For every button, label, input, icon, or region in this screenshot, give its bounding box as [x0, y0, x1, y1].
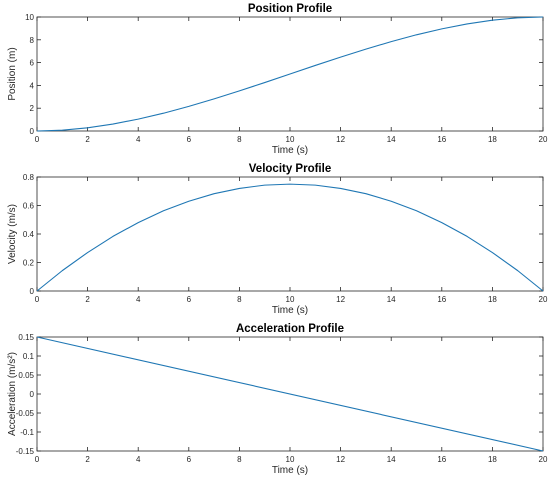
position-xtick-label: 16	[437, 135, 446, 144]
position-ytick-label: 4	[30, 81, 35, 90]
position-xtick-label: 0	[35, 135, 40, 144]
velocity-xlabel: Time (s)	[272, 305, 308, 316]
acceleration-ytick-label: 0.05	[18, 371, 34, 380]
acceleration-title: Acceleration Profile	[236, 323, 344, 335]
acceleration-ylabel: Acceleration (m/s²)	[7, 352, 18, 436]
position-ytick-label: 2	[30, 104, 35, 113]
velocity-series-line	[36, 183, 544, 292]
position-series-line	[36, 16, 544, 132]
acceleration-ytick-label: 0.1	[23, 352, 35, 361]
velocity-ylabel: Velocity (m/s)	[7, 204, 18, 264]
velocity-xtick-label: 0	[35, 295, 40, 304]
position-xtick-label: 6	[187, 135, 192, 144]
position-title: Position Profile	[248, 3, 332, 15]
velocity-xtick-label: 16	[437, 295, 446, 304]
acceleration-xtick-label: 20	[539, 455, 548, 464]
position-xtick-label: 12	[336, 135, 345, 144]
velocity-ytick-label: 0.4	[23, 230, 35, 239]
position-ylabel: Position (m)	[7, 47, 18, 100]
position-xtick-label: 4	[136, 135, 141, 144]
acceleration-ytick-label: -0.1	[20, 428, 34, 437]
position-xtick-label: 20	[539, 135, 548, 144]
acceleration-ytick-label: -0.15	[16, 447, 35, 456]
velocity-xtick-label: 4	[136, 295, 141, 304]
velocity-axes-box	[36, 176, 544, 292]
velocity-xtick-label: 20	[539, 295, 548, 304]
acceleration-xtick-label: 4	[136, 455, 141, 464]
acceleration-xtick-label: 8	[237, 455, 242, 464]
acceleration-xtick-label: 18	[488, 455, 497, 464]
velocity-xtick-label: 18	[488, 295, 497, 304]
velocity-title: Velocity Profile	[249, 163, 331, 175]
acceleration-ytick-label: -0.05	[16, 409, 35, 418]
velocity-ytick-label: 0.2	[23, 259, 35, 268]
acceleration-series-line	[36, 336, 544, 452]
position-xtick-label: 14	[387, 135, 396, 144]
position-ytick-label: 6	[30, 59, 35, 68]
acceleration-xtick-label: 12	[336, 455, 345, 464]
velocity-xtick-label: 8	[237, 295, 242, 304]
velocity-xtick-label: 2	[85, 295, 90, 304]
position-xlabel: Time (s)	[272, 145, 308, 156]
velocity-xtick-label: 6	[187, 295, 192, 304]
velocity-ytick-label: 0.8	[23, 173, 35, 182]
position-subplot: 0 2 4 6 8 10 12 14 16 18 20 0 2 4 6 8 10 Position Profile…	[7, 3, 548, 156]
velocity-xtick-label: 14	[387, 295, 396, 304]
position-ytick-label: 0	[30, 127, 35, 136]
acceleration-xtick-label: 10	[286, 455, 295, 464]
acceleration-xtick-label: 16	[437, 455, 446, 464]
acceleration-ytick-label: 0	[30, 390, 35, 399]
position-xtick-label: 2	[85, 135, 90, 144]
acceleration-ytick-label: 0.15	[18, 333, 34, 342]
acceleration-subplot: 0 2 4 6 8 10 12 14 16 18 20 -0.15 -0.1 -0.05 0 0.05 0.1 0…	[7, 323, 548, 476]
acceleration-xtick-label: 0	[35, 455, 40, 464]
position-xtick-label: 10	[286, 135, 295, 144]
velocity-xtick-label: 10	[286, 295, 295, 304]
position-xtick-label: 18	[488, 135, 497, 144]
position-ytick-label: 8	[30, 36, 35, 45]
acceleration-xtick-label: 2	[85, 455, 90, 464]
acceleration-xtick-label: 14	[387, 455, 396, 464]
position-xtick-label: 8	[237, 135, 242, 144]
velocity-subplot: 0 2 4 6 8 10 12 14 16 18 20 0 0.2 0.4 0.6 0.8 Velocity P…	[7, 163, 548, 316]
acceleration-xtick-label: 6	[187, 455, 192, 464]
position-ytick-label: 10	[25, 13, 34, 22]
velocity-ytick-label: 0.6	[23, 202, 35, 211]
acceleration-xlabel: Time (s)	[272, 465, 308, 476]
velocity-ytick-label: 0	[30, 287, 35, 296]
velocity-xtick-label: 12	[336, 295, 345, 304]
